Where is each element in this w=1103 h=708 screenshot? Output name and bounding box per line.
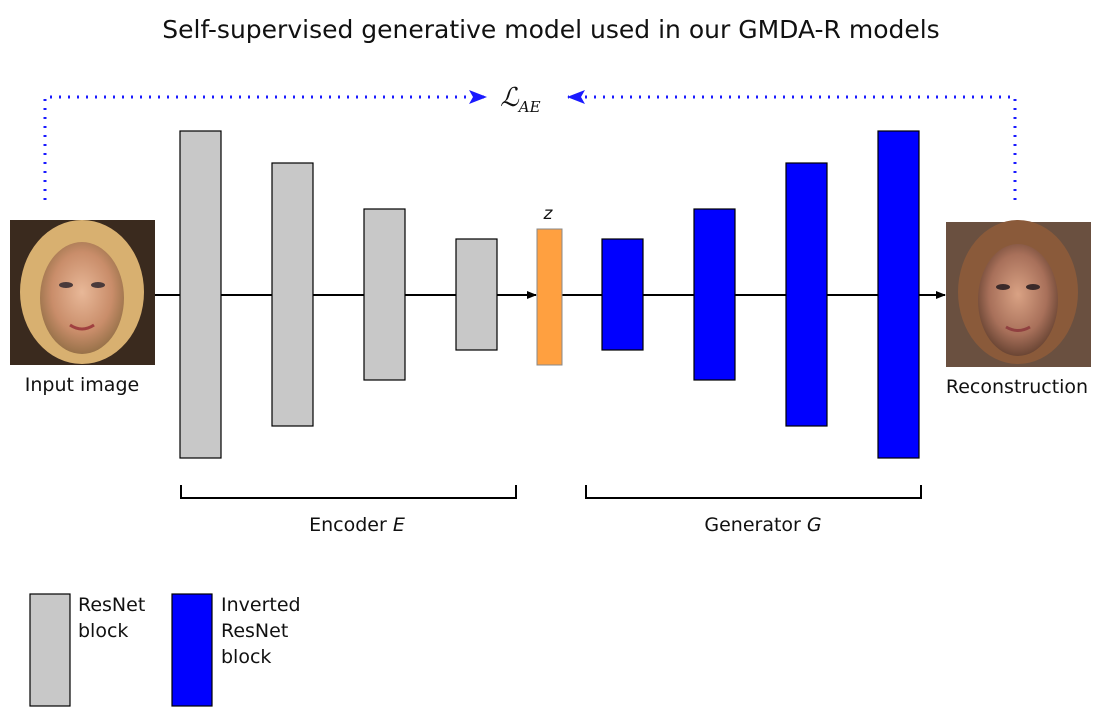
inverted-resnet-block	[785, 162, 828, 427]
latent-label: z	[543, 204, 554, 224]
resnet-block	[455, 238, 498, 351]
reconstruction-image	[946, 220, 1091, 367]
resnet-block	[179, 130, 222, 459]
loss-label: ℒAE	[500, 83, 541, 116]
legend-label: Inverted ResNet block	[221, 594, 301, 668]
resnet-block	[271, 162, 314, 427]
output-label: Reconstruction	[946, 376, 1088, 398]
legend-swatch	[171, 593, 213, 707]
encoder-bracket	[180, 485, 517, 499]
legend-swatch	[29, 593, 71, 707]
generator-bracket	[585, 485, 922, 499]
inverted-resnet-block	[601, 238, 644, 351]
legend-label: ResNet block	[78, 594, 145, 642]
encoder-label: Encoder E	[309, 514, 405, 536]
generator-label: Generator G	[704, 514, 821, 536]
input-label: Input image	[25, 374, 139, 396]
loss-line	[43, 90, 487, 200]
input-image	[10, 220, 155, 365]
inverted-resnet-block	[693, 208, 736, 381]
resnet-block	[363, 208, 406, 381]
inverted-resnet-block	[877, 130, 920, 459]
latent-block	[536, 228, 563, 366]
title: Self-supervised generative model used in…	[162, 15, 939, 44]
